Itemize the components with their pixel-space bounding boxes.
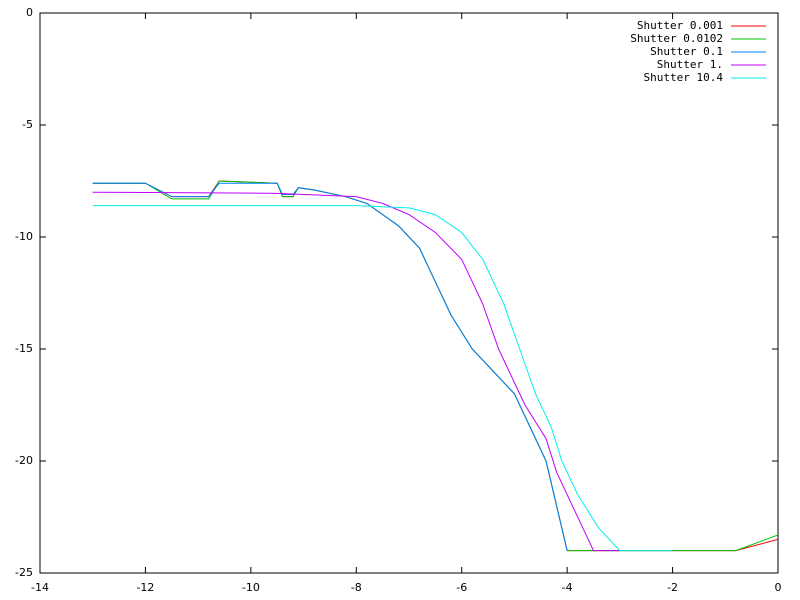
series-line <box>92 180 779 552</box>
x-tick-label: -4 <box>562 581 573 594</box>
x-tick-label: -10 <box>242 581 260 594</box>
x-tick-label: 0 <box>775 581 782 594</box>
legend-label: Shutter 0.1 <box>650 45 723 58</box>
x-tick-label: -8 <box>351 581 362 594</box>
legend-label: Shutter 10.4 <box>644 71 724 84</box>
x-tick-label: -12 <box>136 581 154 594</box>
x-tick-label: -6 <box>456 581 467 594</box>
legend-label: Shutter 0.0102 <box>630 32 723 45</box>
series-line <box>92 191 620 552</box>
legend-label: Shutter 0.001 <box>637 19 723 32</box>
x-tick-label: -2 <box>667 581 678 594</box>
legend-label: Shutter 1. <box>657 58 723 71</box>
y-tick-label: -15 <box>15 342 33 355</box>
y-tick-label: -25 <box>15 566 33 579</box>
series-line <box>92 180 779 552</box>
y-tick-label: 0 <box>26 6 33 19</box>
x-tick-label: -14 <box>31 581 49 594</box>
series-line <box>92 205 673 552</box>
y-tick-label: -10 <box>15 230 33 243</box>
plot-frame <box>39 12 779 574</box>
y-tick-label: -5 <box>22 118 33 131</box>
series-line <box>92 182 568 551</box>
y-tick-label: -20 <box>15 454 33 467</box>
